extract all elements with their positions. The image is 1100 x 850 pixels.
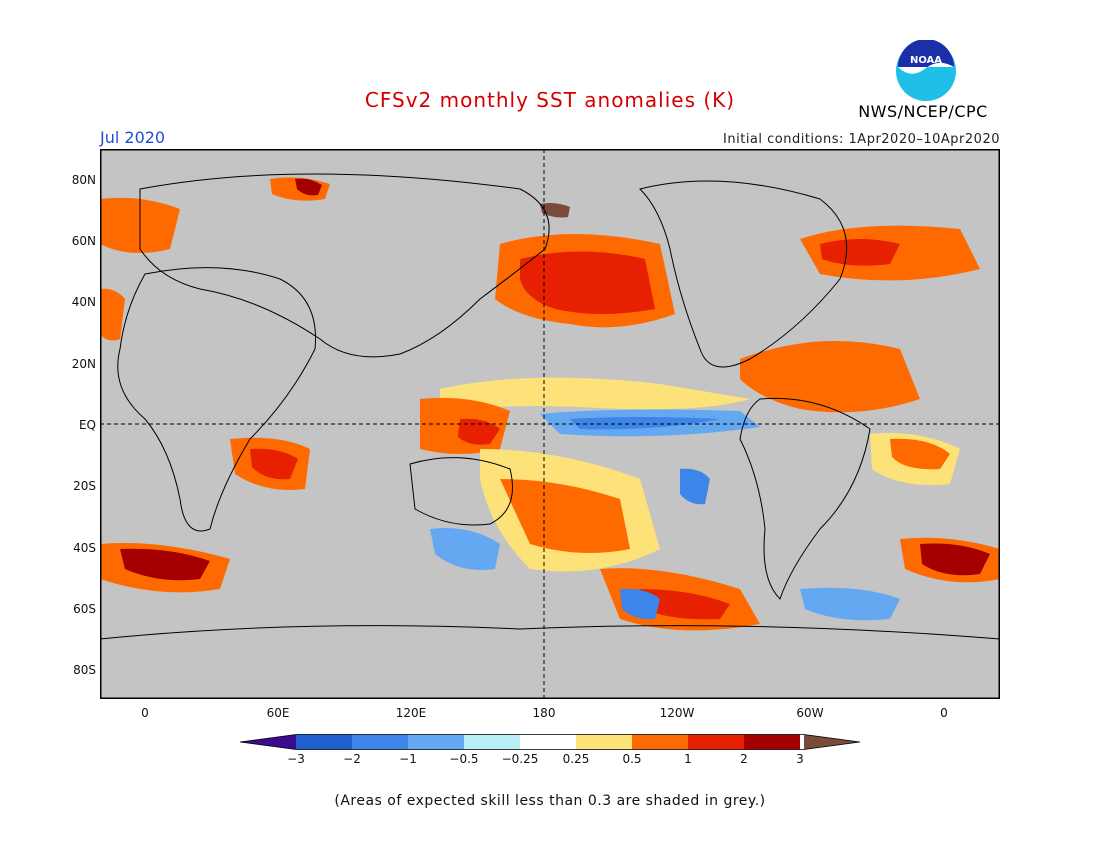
lat-label: 80S [73,663,96,677]
lat-label: 20S [73,479,96,493]
map-frame [100,149,1000,699]
colorbar-label: 1 [684,752,692,766]
colorbar-segment [520,734,576,750]
colorbar-segment [804,734,860,750]
colorbar-segment [632,734,688,750]
noaa-logo-icon: NOAA [896,40,956,101]
colorbar-label: −2 [343,752,361,766]
forecast-month: Jul 2020 [100,128,166,147]
svg-text:NOAA: NOAA [910,55,942,66]
colorbar-label: −0.5 [449,752,479,766]
colorbar-label: 2 [740,752,748,766]
colorbar-segment [744,734,800,750]
lon-label: 120E [395,706,427,720]
lon-label: 60W [796,706,824,720]
lat-label: EQ [78,418,96,432]
colorbar-segment [296,734,352,750]
lat-label: 40S [73,541,96,555]
colorbar-label: −1 [399,752,417,766]
chart-title: CFSv2 monthly SST anomalies (K) [364,88,736,112]
colorbar-label: −0.25 [501,752,539,766]
lon-label: 0 [141,706,149,720]
lon-label: 0 [940,706,948,720]
colorbar-segment [464,734,520,750]
colorbar-label: 3 [796,752,804,766]
initial-conditions: Initial conditions: 1Apr2020–10Apr2020 [723,132,1000,147]
colorbar-segment [576,734,632,750]
skill-footnote: (Areas of expected skill less than 0.3 a… [334,793,766,809]
lat-label: 40N [71,295,96,309]
lon-label: 180 [532,706,556,720]
coastlines [100,173,1000,640]
sst-anomaly-map [100,149,1000,699]
lon-label: 120W [659,706,695,720]
colorbar-label: −3 [287,752,305,766]
lat-label: 80N [71,173,96,187]
lat-label: 60N [71,234,96,248]
colorbar-label: 0.25 [562,752,590,766]
anomaly-patches [100,177,1000,631]
lat-label: 60S [73,602,96,616]
colorbar-segment [688,734,744,750]
colorbar-segment [240,734,296,750]
colorbar-label: 0.5 [622,752,642,766]
agency-label: NWS/NCEP/CPC [858,102,988,121]
colorbar-segment [408,734,464,750]
color-bar [240,734,860,750]
colorbar-segment [352,734,408,750]
lat-label: 20N [71,357,96,371]
lon-label: 60E [266,706,290,720]
